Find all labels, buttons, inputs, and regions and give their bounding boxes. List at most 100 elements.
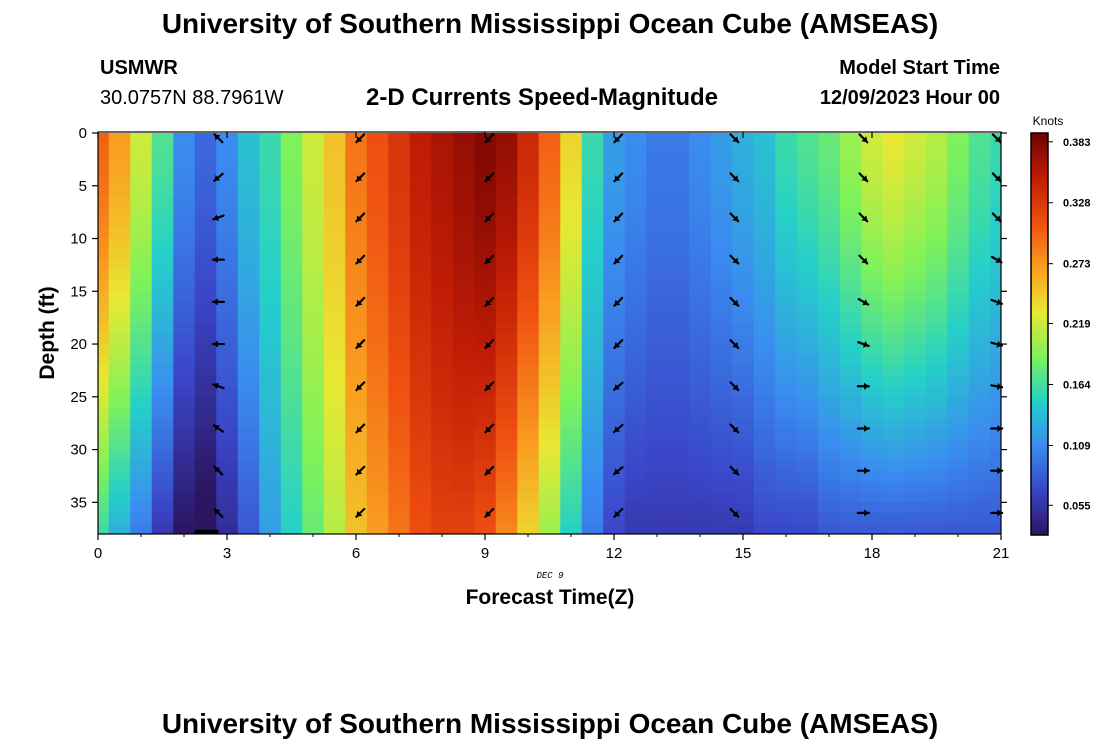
heatmap-cell — [925, 365, 948, 377]
heatmap-cell — [710, 175, 733, 187]
heatmap-cell — [710, 354, 733, 366]
heatmap-cell — [689, 428, 712, 440]
current-vector — [213, 172, 224, 182]
heatmap-cell — [753, 523, 776, 534]
heatmap-cell — [237, 460, 260, 472]
heatmap-cell — [861, 185, 884, 197]
current-vector — [613, 212, 624, 223]
heatmap-cell — [431, 439, 454, 451]
current-vector — [858, 172, 869, 183]
heatmap-cell — [495, 407, 518, 419]
heatmap-cell — [968, 439, 991, 451]
vector-head — [732, 426, 739, 433]
heatmap-cell — [904, 481, 927, 493]
heatmap-cell — [194, 523, 217, 534]
heatmap-cell — [710, 227, 733, 240]
heatmap-cell — [216, 396, 239, 408]
heatmap-cell — [667, 417, 690, 430]
heatmap-cell — [818, 227, 841, 240]
heatmap-cell — [345, 512, 368, 525]
heatmap-cell — [409, 164, 432, 176]
heatmap-cell — [345, 491, 368, 503]
heatmap-cell — [753, 333, 776, 345]
heatmap-cell — [366, 249, 389, 261]
heatmap-cell — [753, 301, 776, 313]
heatmap-cell — [624, 312, 647, 324]
heatmap-cell — [237, 143, 260, 155]
heatmap-cell — [151, 280, 174, 292]
heatmap-cell — [302, 175, 325, 187]
heatmap-cell — [173, 133, 196, 145]
heatmap-cell — [882, 280, 905, 292]
heatmap-cell — [839, 270, 862, 282]
heatmap-cell — [98, 481, 110, 493]
heatmap-cell — [409, 206, 432, 219]
heatmap-cell — [839, 291, 862, 303]
heatmap-cell — [581, 322, 604, 335]
heatmap-cell — [130, 470, 153, 482]
heatmap-cell — [302, 133, 325, 145]
heatmap-cell — [882, 227, 905, 240]
heatmap-cell — [667, 280, 690, 292]
heatmap-cell — [560, 428, 583, 440]
heatmap-cell — [667, 491, 690, 503]
heatmap-cell — [775, 143, 798, 155]
heatmap-cell — [732, 512, 755, 525]
heatmap-cell — [624, 280, 647, 292]
heatmap-cell — [753, 512, 776, 525]
heatmap-cell — [861, 428, 884, 440]
heatmap-cell — [538, 354, 561, 366]
vector-head — [356, 384, 363, 391]
heatmap-cell — [646, 196, 669, 208]
heatmap-cell — [237, 196, 260, 208]
heatmap-cell — [560, 301, 583, 313]
heatmap-cell — [689, 523, 712, 534]
heatmap-cell — [925, 417, 948, 430]
heatmap-cell — [818, 249, 841, 261]
heatmap-cell — [345, 428, 368, 440]
heatmap-cell — [323, 238, 346, 250]
heatmap-cell — [775, 259, 798, 271]
heatmap-cell — [474, 386, 497, 398]
heatmap-cell — [388, 439, 411, 451]
heatmap-cell — [796, 322, 819, 335]
vector-head — [213, 425, 220, 431]
heatmap-cell — [452, 270, 475, 282]
heatmap-cell — [98, 396, 110, 408]
current-vector — [484, 423, 495, 434]
heatmap-cell — [173, 333, 196, 345]
heatmap-cell — [947, 491, 970, 503]
heatmap-cell — [796, 491, 819, 503]
current-vector — [858, 212, 869, 223]
heatmap-cell — [98, 175, 110, 187]
heatmap-cell — [624, 407, 647, 419]
heatmap-cell — [409, 175, 432, 187]
vector-head — [485, 468, 492, 475]
heatmap-cell — [839, 301, 862, 313]
heatmap-cell — [259, 460, 282, 472]
vector-head — [356, 426, 363, 433]
heatmap-cell — [861, 238, 884, 250]
heatmap-cell — [345, 259, 368, 271]
heatmap-cell — [775, 491, 798, 503]
current-vector — [355, 296, 366, 307]
heatmap-cell — [990, 238, 1001, 250]
heatmap-cell — [624, 449, 647, 461]
heatmap-cell — [495, 217, 518, 229]
heatmap-cell — [904, 143, 927, 155]
heatmap-cell — [216, 175, 239, 187]
heatmap-cell — [667, 333, 690, 345]
heatmap-cell — [302, 280, 325, 292]
heatmap-cell — [108, 481, 131, 493]
current-vector — [484, 133, 495, 144]
heatmap-cell — [968, 259, 991, 271]
heatmap-cell — [216, 196, 239, 208]
heatmap-cell — [732, 386, 755, 398]
heatmap-cell — [732, 280, 755, 292]
current-vector — [857, 297, 870, 306]
heatmap-cell — [495, 291, 518, 303]
colorbar: Knots 0.0550.1090.1640.2190.2730.3280.38… — [1030, 114, 1091, 536]
heatmap-cell — [839, 333, 862, 345]
heatmap-cell — [925, 280, 948, 292]
heatmap-cell — [667, 344, 690, 356]
